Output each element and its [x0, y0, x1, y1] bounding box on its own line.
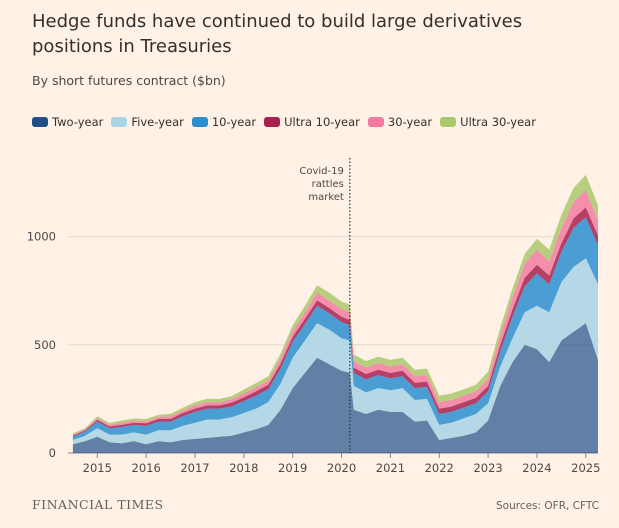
legend-label: 30-year [387, 115, 433, 129]
legend-item-4: 30-year [367, 115, 433, 129]
brand-logo: FINANCIAL TIMES [32, 497, 164, 512]
x-tick-label: 2016 [132, 461, 161, 475]
area-two-year [72, 323, 598, 453]
x-tick-label: 2024 [522, 461, 551, 475]
source-note: Sources: OFR, CFTC [495, 500, 599, 512]
x-tick-label: 2017 [180, 461, 209, 475]
legend-label: Five-year [131, 115, 184, 129]
legend-swatch [367, 117, 384, 127]
legend-swatch [440, 117, 457, 127]
legend-swatch [111, 117, 128, 127]
legend-label: 10-year [211, 115, 257, 129]
legend-swatch [32, 117, 48, 127]
legend-item-3: Ultra 10-year [264, 115, 360, 129]
x-tick-label: 2020 [327, 461, 356, 475]
legend-swatch [191, 117, 208, 127]
legend-item-1: Five-year [111, 115, 184, 129]
x-tick-label: 2018 [229, 461, 258, 475]
area-ultra-30-year [72, 174, 598, 435]
y-tick-label: 0 [49, 446, 56, 460]
legend-label: Two-year [52, 115, 104, 129]
x-tick-label: 2022 [425, 461, 454, 475]
x-tick-label: 2025 [571, 461, 600, 475]
annotation-text: Covid-19 [299, 166, 343, 177]
x-tick-label: 2019 [278, 461, 307, 475]
legend-label: Ultra 30-year [460, 115, 536, 129]
annotation-text: rattles [312, 179, 344, 190]
y-tick-label: 500 [34, 338, 56, 352]
annotation-text: market [308, 192, 344, 203]
x-tick-label: 2015 [83, 461, 112, 475]
chart-title: Hedge funds have continued to build larg… [32, 11, 523, 57]
legend-item-0: Two-year [32, 115, 103, 129]
legend: Two-year Five-year 10-year Ultra 10-year 30-… [32, 115, 538, 129]
legend-swatch [264, 117, 281, 127]
y-tick-label: 1000 [27, 230, 56, 244]
chart-area: 0 500 1000 2015 2016 2017 2018 2019 2020 2021 2022… [27, 158, 600, 475]
area-five-year [72, 258, 598, 445]
legend-label: Ultra 10-year [284, 115, 360, 129]
chart-subtitle: By short futures contract ($bn) [32, 73, 226, 88]
x-tick-label: 2023 [473, 461, 502, 475]
legend-item-2: 10-year [191, 115, 257, 129]
x-tick-label: 2021 [376, 461, 405, 475]
area-10-year [72, 217, 598, 440]
legend-item-5: Ultra 30-year [440, 115, 536, 129]
